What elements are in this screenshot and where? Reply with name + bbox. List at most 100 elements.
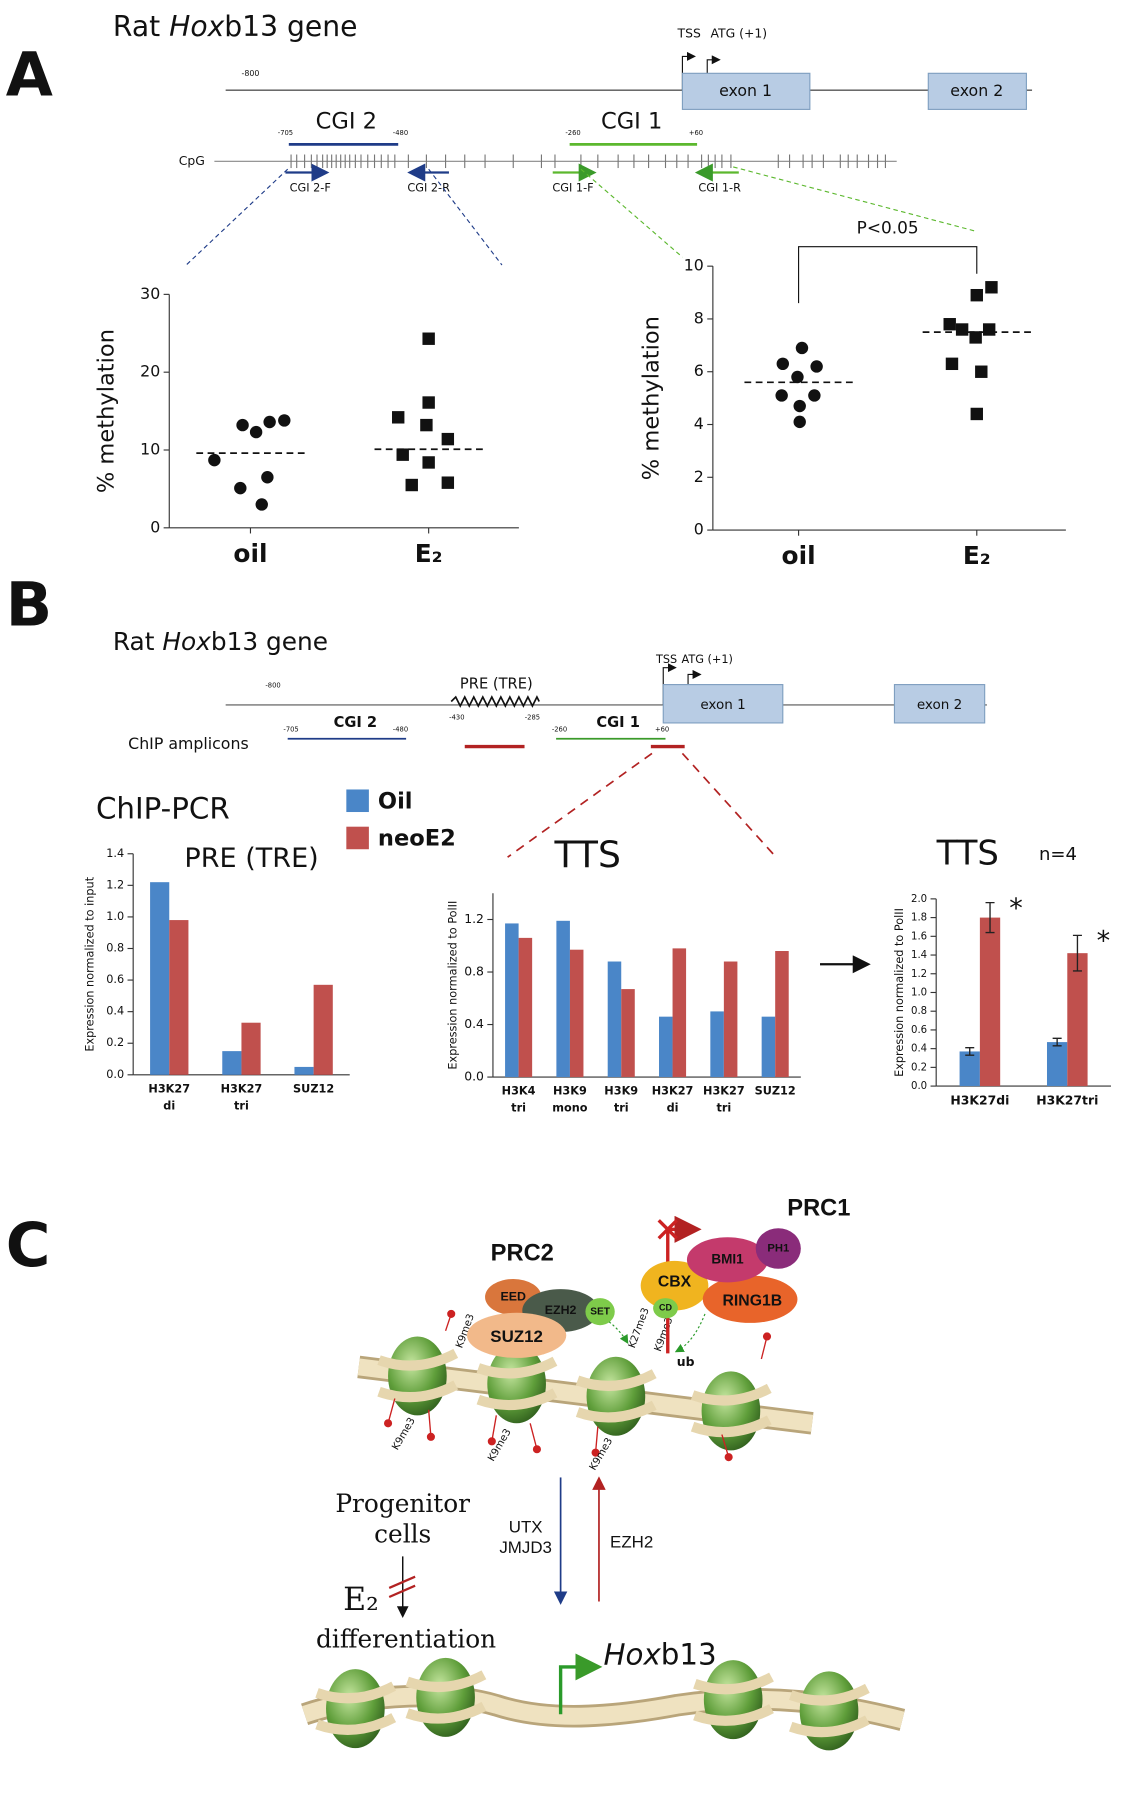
y-tick-label: 6	[694, 361, 704, 380]
bar	[607, 961, 622, 1078]
position: -800	[242, 69, 260, 78]
legend-swatch	[346, 789, 369, 813]
y-tick-label: 1.2	[106, 878, 124, 891]
bar	[556, 920, 570, 1078]
position: +60	[655, 726, 669, 734]
amplicons-label: ChIP amplicons	[128, 734, 248, 753]
zoom-line	[185, 168, 289, 266]
x-tick-label: SUZ12	[755, 1085, 796, 1098]
mark-label: K9me3	[653, 1316, 676, 1353]
nucleosome	[379, 1336, 456, 1415]
y-tick-label: 0.6	[911, 1025, 927, 1036]
point	[955, 323, 969, 336]
point	[776, 357, 789, 371]
position: -285	[525, 713, 540, 721]
bar	[775, 951, 789, 1078]
cgi2-label: CGI 2	[334, 714, 378, 731]
exon-label: exon 2	[917, 697, 962, 713]
cpg-sites	[290, 154, 886, 169]
y-axis-label: % methylation	[94, 329, 120, 493]
active-transcription	[558, 1653, 603, 1715]
error-bar	[1052, 1037, 1062, 1047]
y-tick-label: 20	[140, 362, 160, 381]
exon-label: exon 1	[700, 697, 745, 713]
position: -480	[393, 726, 408, 734]
zoom-line	[507, 752, 653, 858]
y-tick-label: 0.4	[106, 1005, 124, 1018]
annotation: P<0.05	[857, 218, 919, 238]
panel-c: C K9me3 K9me3 K9me3 K9me3 K9me3 K27me3 u…	[6, 1195, 906, 1750]
exon	[662, 684, 784, 724]
protein	[640, 1260, 709, 1311]
y-axis-label: Expression normalized to PolII	[893, 908, 906, 1077]
atg-label: ATG (+1)	[711, 25, 768, 40]
point	[943, 318, 956, 331]
point	[396, 448, 409, 461]
bar	[518, 937, 533, 1078]
pre-element	[450, 695, 540, 708]
error-bar	[985, 901, 995, 934]
y-tick-label: 30	[140, 284, 160, 303]
y-tick-label: 0.4	[911, 1044, 927, 1055]
point	[791, 370, 804, 384]
significance-bracket	[798, 246, 978, 304]
cgi1-label: CGI 1	[596, 714, 640, 731]
pre-label: PRE (TRE)	[460, 676, 533, 693]
y-tick-label: 0.0	[464, 1069, 484, 1084]
exon-label: exon 1	[719, 81, 772, 100]
activity-arrow	[674, 1313, 706, 1353]
position: -480	[393, 129, 408, 137]
y-axis-label: Expression normalized to PolII	[446, 901, 459, 1070]
method-label: ChIP-PCR	[96, 791, 230, 825]
bar	[150, 882, 170, 1075]
point	[405, 478, 418, 492]
protein-label: SET	[590, 1306, 611, 1317]
point	[793, 399, 806, 413]
zoom-line	[681, 752, 777, 858]
enzyme-label: EZH2	[610, 1532, 653, 1551]
x-tick-label: oil	[782, 541, 816, 570]
chart-title: PRE (TRE)	[184, 843, 318, 874]
y-tick-label: 1.0	[911, 987, 927, 998]
y-tick-label: 2	[694, 467, 704, 486]
chart-title: TTS	[554, 834, 621, 876]
y-tick-label: 1.2	[464, 911, 484, 926]
cell-label: cells	[374, 1520, 431, 1549]
chart-subtitle: n=4	[1039, 844, 1077, 865]
point	[808, 389, 821, 402]
point	[970, 288, 983, 302]
x-tick-label: H3K27	[221, 1082, 263, 1095]
point	[969, 331, 982, 344]
x-tick-label: tri	[511, 1102, 526, 1115]
x-tick-label: H3K27	[652, 1085, 694, 1098]
point	[422, 456, 435, 469]
y-tick-label: 0.0	[911, 1081, 927, 1092]
protein	[585, 1298, 615, 1326]
enzyme-label: UTX	[509, 1518, 543, 1537]
y-tick-label: 1.0	[106, 910, 124, 923]
panel-label: C	[6, 1210, 51, 1281]
x-tick-label: H3K27	[148, 1082, 190, 1095]
title-part: Rat	[113, 627, 162, 656]
x-tick-label: H3K27tri	[1036, 1092, 1098, 1107]
mark-label: K27me3	[627, 1306, 652, 1349]
nucleosome	[317, 1669, 394, 1748]
x-tick-label: H3K27di	[950, 1092, 1009, 1107]
zoom-line	[428, 168, 503, 266]
y-tick-label: 2.0	[911, 894, 927, 905]
nucleosome	[693, 1371, 770, 1450]
position: +60	[689, 129, 703, 137]
protein	[686, 1237, 769, 1283]
panel-label: A	[6, 40, 53, 111]
chart-title: TTS	[936, 833, 999, 872]
cell-label: differentiation	[316, 1624, 496, 1653]
point	[982, 323, 996, 336]
block-mark	[388, 1575, 416, 1599]
y-tick-label: 1.8	[911, 913, 927, 924]
protein-label: RING1B	[723, 1293, 783, 1310]
protein	[702, 1275, 798, 1323]
x-tick-label: tri	[234, 1099, 249, 1112]
block-x	[657, 1219, 678, 1240]
point	[236, 418, 249, 432]
